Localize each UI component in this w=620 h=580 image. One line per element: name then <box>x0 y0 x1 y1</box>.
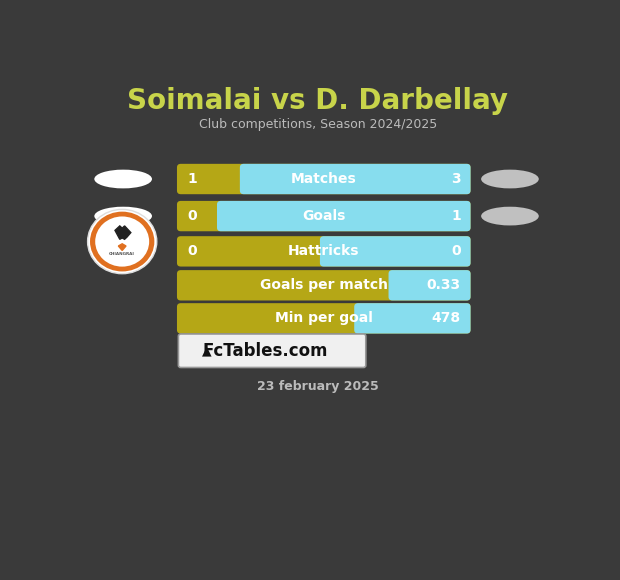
FancyBboxPatch shape <box>389 270 471 300</box>
Text: ▲: ▲ <box>202 345 212 357</box>
Text: Min per goal: Min per goal <box>275 311 373 325</box>
Text: FcTables.com: FcTables.com <box>202 342 327 360</box>
Ellipse shape <box>481 206 539 226</box>
FancyBboxPatch shape <box>177 236 471 267</box>
Text: 0: 0 <box>187 244 197 258</box>
Text: 1: 1 <box>187 172 197 186</box>
Text: 23 february 2025: 23 february 2025 <box>257 380 379 393</box>
Circle shape <box>87 209 157 274</box>
Text: Club competitions, Season 2024/2025: Club competitions, Season 2024/2025 <box>198 118 437 130</box>
FancyBboxPatch shape <box>354 303 471 334</box>
Text: 1: 1 <box>451 209 461 223</box>
FancyBboxPatch shape <box>217 201 471 231</box>
Polygon shape <box>115 226 131 240</box>
Text: 0.33: 0.33 <box>427 278 461 292</box>
FancyBboxPatch shape <box>177 164 471 194</box>
Polygon shape <box>118 244 126 251</box>
Text: Hattricks: Hattricks <box>288 244 359 258</box>
Text: CHIANGRAI: CHIANGRAI <box>109 252 135 256</box>
Ellipse shape <box>481 169 539 188</box>
Text: Soimalai vs D. Darbellay: Soimalai vs D. Darbellay <box>127 87 508 115</box>
FancyBboxPatch shape <box>320 236 471 267</box>
Text: 0: 0 <box>451 244 461 258</box>
Text: 478: 478 <box>432 311 461 325</box>
Text: 3: 3 <box>451 172 461 186</box>
FancyBboxPatch shape <box>177 303 471 334</box>
Text: 0: 0 <box>187 209 197 223</box>
FancyBboxPatch shape <box>179 334 366 368</box>
Text: Goals per match: Goals per match <box>260 278 388 292</box>
FancyBboxPatch shape <box>240 164 471 194</box>
Text: Goals: Goals <box>302 209 345 223</box>
Ellipse shape <box>94 206 152 226</box>
FancyBboxPatch shape <box>177 270 471 300</box>
FancyBboxPatch shape <box>177 201 471 231</box>
Circle shape <box>90 212 154 271</box>
Text: Matches: Matches <box>291 172 356 186</box>
Ellipse shape <box>94 169 152 188</box>
Circle shape <box>95 216 149 267</box>
